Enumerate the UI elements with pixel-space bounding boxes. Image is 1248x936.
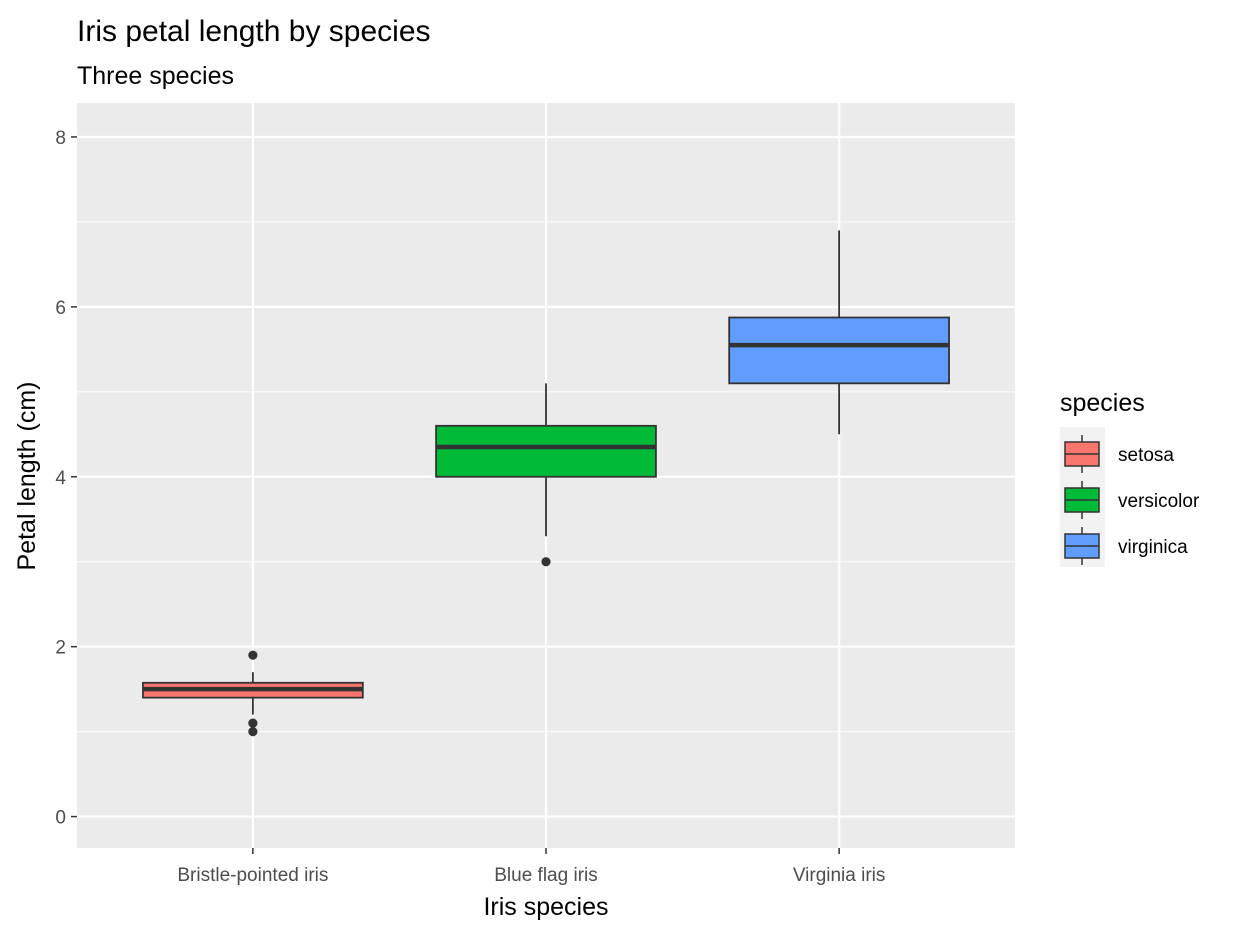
- y-tick-label: 4: [55, 468, 66, 489]
- x-tick-label: Virginia iris: [793, 865, 886, 886]
- x-tick-label: Blue flag iris: [494, 865, 598, 886]
- x-axis: Bristle-pointed iris Blue flag iris Virgin…: [177, 848, 885, 886]
- legend-item-versicolor: versicolor: [1064, 481, 1200, 519]
- legend-title: species: [1060, 389, 1145, 417]
- box-setosa: [142, 650, 364, 737]
- y-axis-title: Petal length (cm): [13, 382, 41, 571]
- legend-item-setosa: setosa: [1064, 435, 1174, 473]
- y-tick-label: 6: [55, 298, 66, 319]
- box-virginica: [728, 230, 950, 435]
- x-axis-title: Iris species: [483, 893, 608, 921]
- x-tick-label: Bristle-pointed iris: [177, 865, 328, 886]
- y-axis: 0 2 4 6 8: [55, 128, 77, 829]
- boxes-layer: [142, 230, 950, 737]
- legend: species setosa versicolor virginica: [1060, 389, 1200, 567]
- legend-item-virginica: virginica: [1064, 527, 1188, 565]
- chart-subtitle: Three species: [77, 62, 234, 90]
- y-tick-label: 8: [55, 128, 66, 149]
- outlier-point: [541, 557, 551, 567]
- outlier-point: [248, 727, 258, 737]
- outlier-point: [248, 718, 258, 728]
- chart-title: Iris petal length by species: [77, 15, 431, 48]
- legend-items: setosa versicolor virginica: [1060, 427, 1200, 567]
- y-tick-label: 0: [55, 808, 66, 829]
- legend-label: virginica: [1118, 537, 1188, 558]
- box-versicolor: [435, 383, 657, 567]
- outlier-point: [248, 650, 258, 660]
- legend-label: versicolor: [1118, 491, 1200, 512]
- legend-label: setosa: [1118, 445, 1174, 466]
- box-iqr: [435, 424, 657, 478]
- box-iqr: [728, 316, 950, 385]
- y-tick-label: 2: [55, 638, 66, 659]
